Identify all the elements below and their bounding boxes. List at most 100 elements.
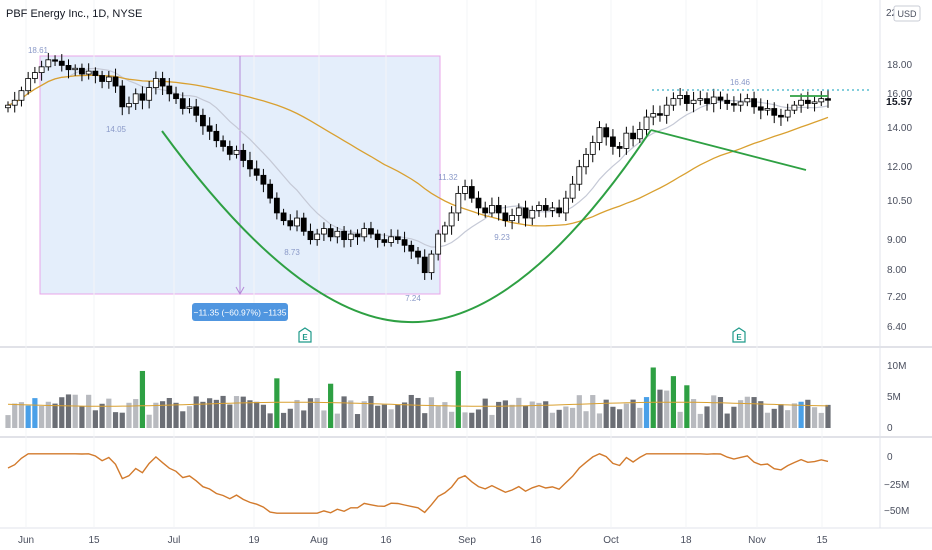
candle-body — [475, 197, 482, 209]
candle-body — [38, 66, 45, 73]
time-tick: 18 — [680, 535, 692, 546]
candle-body — [220, 140, 226, 147]
time-axis[interactable]: Jun 15 Jul 19 Aug 16 Sep 16 Oct 18 Nov 1… — [18, 535, 828, 546]
volume-bar — [79, 406, 85, 428]
volume-bar — [677, 411, 683, 428]
volume-bar — [435, 406, 441, 428]
candle-body — [804, 99, 811, 104]
candle-body — [616, 146, 623, 149]
candle-body — [583, 153, 589, 168]
volume-bar — [643, 397, 650, 428]
volume-bar — [805, 399, 811, 428]
candle-body — [569, 183, 576, 199]
volume-bar — [415, 397, 421, 428]
candle-body — [146, 87, 153, 101]
symbol-title[interactable]: PBF Energy Inc., 1D, NYSE — [6, 8, 142, 20]
candle-body — [670, 98, 677, 106]
volume-bar — [455, 370, 461, 428]
candle-body — [233, 149, 240, 155]
candle-body — [536, 205, 542, 211]
volume-bar — [717, 397, 724, 428]
volume-bar — [509, 404, 515, 428]
volume-bar — [603, 399, 609, 428]
candle-body — [818, 98, 825, 103]
candle-body — [468, 186, 475, 199]
volume-bar — [623, 403, 629, 428]
candle-body — [717, 96, 724, 101]
volume-bar — [408, 394, 414, 428]
volume-bar — [45, 401, 51, 428]
volume-bar — [99, 403, 105, 428]
candle-body — [509, 215, 515, 222]
volume-bar — [368, 396, 374, 428]
earnings-icon: E — [736, 333, 742, 342]
candle-body — [589, 142, 596, 155]
earnings-marker-1[interactable]: E — [298, 327, 312, 343]
volume-bar — [5, 415, 11, 428]
volume-bar — [449, 411, 455, 428]
time-tick: Jun — [18, 535, 34, 546]
volume-bar — [12, 403, 18, 428]
volume-bar — [280, 412, 287, 428]
volume-bar — [401, 402, 408, 428]
candle-body — [663, 104, 670, 116]
candle-body — [247, 160, 253, 170]
oscillator-pane — [7, 453, 829, 514]
earnings-marker-2[interactable]: E — [732, 327, 746, 343]
candle-body — [650, 113, 657, 118]
oscillator-axis: 0 −25M −50M — [884, 452, 909, 517]
candle-body — [757, 106, 764, 111]
cup-pattern-line[interactable] — [161, 129, 652, 324]
volume-bar — [126, 402, 132, 428]
candle-body — [394, 236, 401, 241]
candle-body — [361, 228, 368, 238]
candle-body — [771, 108, 778, 116]
volume-bar — [381, 404, 387, 428]
volume-bar — [496, 401, 502, 428]
volume-bar — [354, 414, 361, 428]
candle-body — [79, 67, 85, 75]
volume-average-line — [7, 401, 829, 407]
candle-body — [603, 127, 610, 138]
candle-body — [798, 99, 805, 106]
candle-body — [132, 93, 139, 104]
volume-bar — [711, 395, 717, 428]
candle-body — [549, 207, 556, 211]
volume-bar — [59, 397, 65, 428]
volume-bar — [133, 399, 139, 428]
candle-body — [213, 130, 220, 142]
volume-bar — [744, 396, 750, 428]
candle-body — [31, 72, 38, 79]
volume-tick: 5M — [887, 392, 901, 403]
price-axis[interactable]: 22 USD 18.00 16.00 14.00 12.00 10.50 9.0… — [886, 5, 921, 333]
candle-body — [92, 70, 99, 76]
candle-body — [421, 256, 428, 274]
candle-body — [784, 109, 791, 118]
currency-label: USD — [897, 9, 917, 19]
candle-body — [58, 60, 65, 66]
candle-body — [542, 205, 549, 211]
candle-body — [314, 233, 321, 241]
handle-pattern-line[interactable] — [650, 129, 807, 171]
volume-bar — [422, 413, 428, 428]
currency-badge[interactable] — [893, 5, 921, 22]
volume-bar — [811, 407, 818, 428]
candle-body — [341, 230, 347, 241]
candle-body — [334, 230, 341, 238]
candle-body — [428, 253, 435, 274]
candle-body — [85, 70, 92, 75]
volume-bar — [764, 412, 771, 428]
volume-bar — [287, 408, 293, 428]
volume-bar — [32, 398, 38, 428]
candle-body — [683, 95, 690, 104]
volume-bar — [428, 397, 435, 428]
time-tick: 15 — [88, 535, 100, 546]
volume-bar — [119, 412, 125, 428]
volume-bar — [220, 395, 226, 428]
candle-body — [260, 174, 267, 185]
price-tick: 12.00 — [887, 162, 912, 173]
candle-body — [18, 90, 25, 101]
time-tick: Sep — [458, 535, 476, 546]
candle-body — [72, 67, 79, 71]
